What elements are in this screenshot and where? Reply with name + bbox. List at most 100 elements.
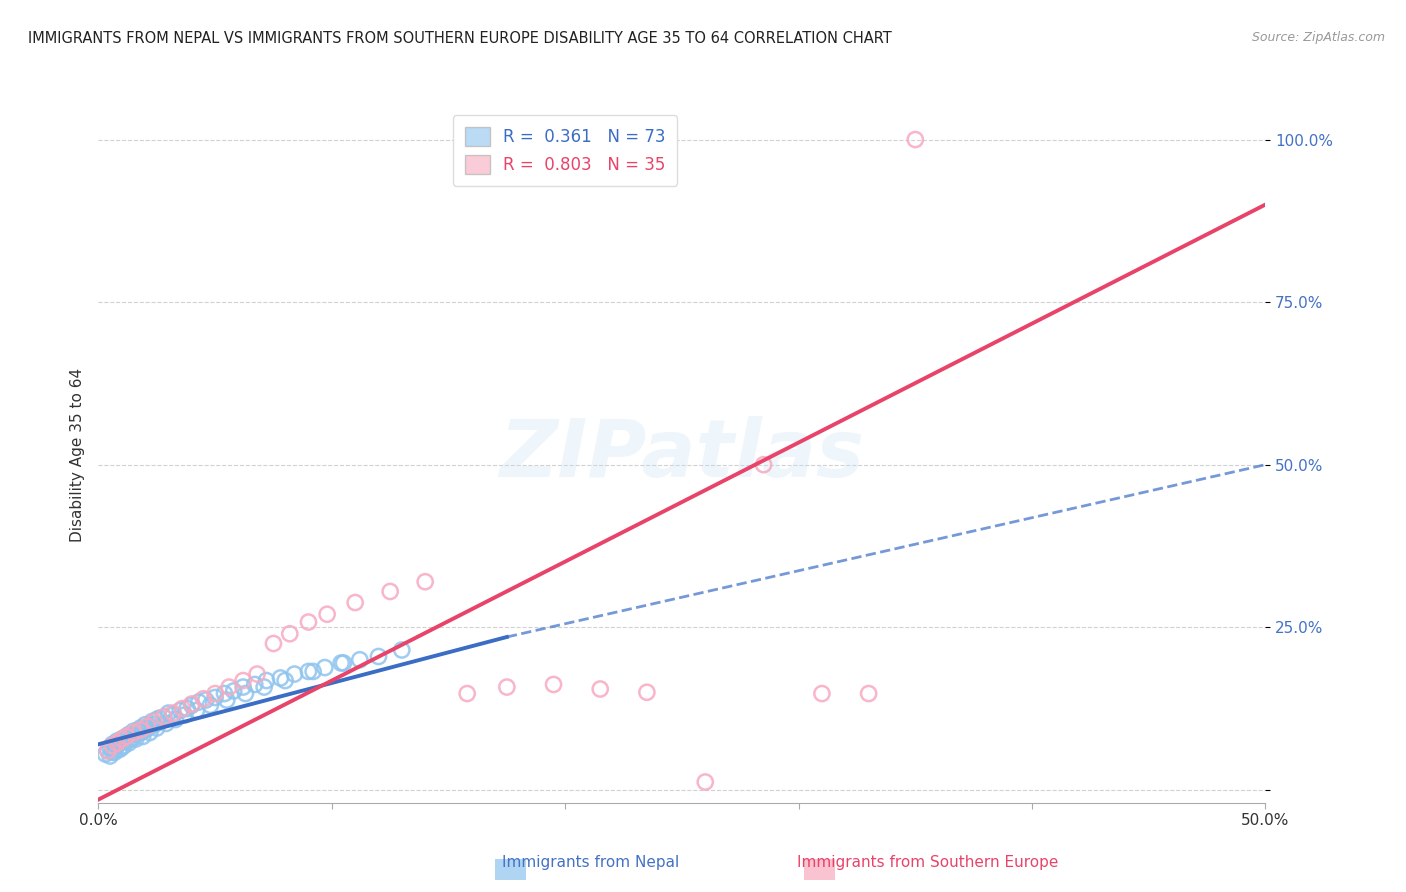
Point — [543, 677, 565, 691]
Point — [122, 725, 145, 739]
Point — [232, 680, 254, 694]
Point — [165, 713, 187, 727]
Point — [104, 742, 127, 756]
Point — [496, 680, 519, 694]
Point — [122, 731, 145, 745]
Point — [162, 708, 184, 723]
Point — [125, 727, 148, 741]
Point — [104, 745, 127, 759]
Text: Immigrants from Southern Europe: Immigrants from Southern Europe — [797, 855, 1059, 870]
Point — [139, 719, 162, 733]
Point — [232, 673, 254, 688]
Point — [143, 718, 166, 732]
Point — [105, 739, 128, 753]
Point — [316, 607, 339, 622]
Point — [391, 643, 413, 657]
Point — [132, 724, 155, 739]
Point — [115, 730, 138, 744]
Point — [139, 725, 162, 739]
Point — [173, 708, 195, 723]
Point — [186, 703, 208, 717]
Point — [262, 636, 284, 650]
Text: ZIPatlas: ZIPatlas — [499, 416, 865, 494]
Point — [344, 595, 367, 609]
Point — [278, 626, 301, 640]
Point — [380, 584, 402, 599]
Point — [105, 736, 128, 750]
Point — [118, 736, 141, 750]
Point — [297, 665, 319, 679]
Point — [127, 723, 149, 737]
Point — [152, 710, 174, 724]
Point — [413, 574, 436, 589]
Point — [157, 706, 180, 720]
Point — [246, 667, 269, 681]
Point — [143, 714, 166, 729]
Point — [108, 736, 131, 750]
Point — [94, 747, 117, 761]
Point — [111, 732, 134, 747]
Point — [112, 739, 135, 753]
Point — [136, 721, 159, 735]
Point — [172, 701, 194, 715]
Point — [146, 721, 169, 735]
Point — [904, 132, 927, 146]
Legend: R =  0.361   N = 73, R =  0.803   N = 35: R = 0.361 N = 73, R = 0.803 N = 35 — [453, 115, 678, 186]
Point — [132, 730, 155, 744]
Point — [148, 711, 170, 725]
Point — [141, 714, 163, 729]
Point — [194, 693, 217, 707]
Point — [101, 739, 124, 753]
Point — [146, 713, 169, 727]
Point — [214, 687, 236, 701]
Text: IMMIGRANTS FROM NEPAL VS IMMIGRANTS FROM SOUTHERN EUROPE DISABILITY AGE 35 TO 64: IMMIGRANTS FROM NEPAL VS IMMIGRANTS FROM… — [28, 31, 891, 46]
Point — [752, 458, 775, 472]
Point — [118, 727, 141, 741]
Point — [302, 665, 325, 679]
Point — [152, 710, 174, 724]
Point — [115, 734, 138, 748]
Point — [243, 677, 266, 691]
Point — [162, 706, 184, 720]
Point — [235, 687, 257, 701]
Text: Immigrants from Nepal: Immigrants from Nepal — [502, 855, 679, 870]
Point — [456, 687, 478, 701]
Point — [115, 730, 138, 744]
Point — [136, 719, 159, 733]
Point — [129, 725, 152, 739]
Y-axis label: Disability Age 35 to 64: Disability Age 35 to 64 — [69, 368, 84, 542]
Point — [858, 687, 880, 701]
Point — [349, 653, 371, 667]
Point — [811, 687, 834, 701]
Point — [134, 718, 156, 732]
Point — [98, 740, 121, 755]
Point — [108, 742, 131, 756]
Point — [589, 681, 612, 696]
Point — [204, 687, 226, 701]
Point — [274, 673, 297, 688]
Point — [222, 684, 245, 698]
Point — [101, 745, 124, 759]
Point — [253, 680, 276, 694]
Point — [120, 732, 142, 747]
Point — [155, 716, 177, 731]
Point — [122, 724, 145, 739]
Point — [101, 737, 124, 751]
Point — [105, 734, 128, 748]
Point — [180, 698, 202, 713]
Point — [176, 701, 198, 715]
Point — [97, 744, 120, 758]
Point — [187, 695, 209, 709]
Point — [269, 671, 291, 685]
Point — [193, 691, 215, 706]
Point — [256, 673, 278, 688]
Point — [111, 740, 134, 755]
Point — [204, 690, 226, 705]
Point — [134, 723, 156, 737]
Point — [297, 615, 319, 629]
Point — [111, 732, 134, 747]
Point — [314, 660, 336, 674]
Point — [180, 697, 202, 711]
Point — [129, 723, 152, 737]
Point — [218, 680, 240, 694]
